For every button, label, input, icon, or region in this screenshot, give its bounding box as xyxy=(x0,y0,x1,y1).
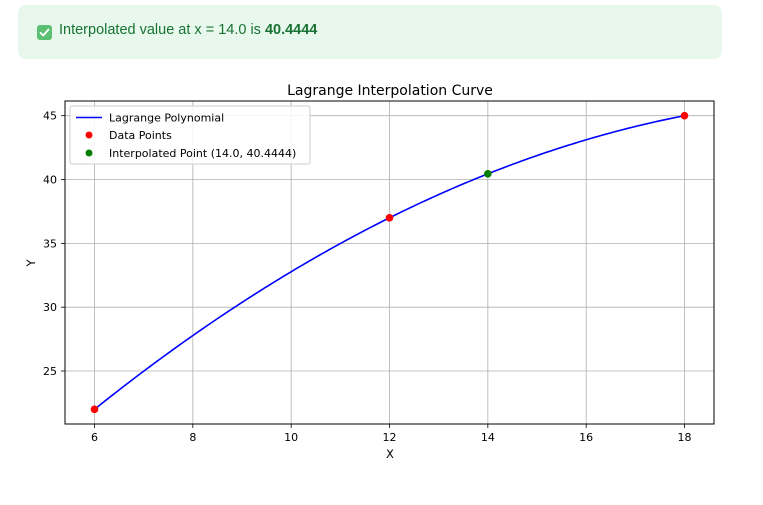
data-point xyxy=(90,405,99,414)
y-axis-label: Y xyxy=(24,259,38,268)
check-square-icon xyxy=(37,25,52,40)
x-axis-ticks: 6 8 10 12 14 16 18 xyxy=(91,424,692,444)
y-tick-label: 45 xyxy=(43,110,57,123)
x-tick-label: 10 xyxy=(284,431,298,444)
alert-message-prefix: Interpolated value at x = 14.0 is xyxy=(59,22,265,38)
y-axis-ticks: 25 30 35 40 45 xyxy=(43,110,65,378)
data-point xyxy=(385,214,394,222)
lagrange-chart: Lagrange Interpolation Curve 6 8 10 12 14 16 1… xyxy=(24,83,715,461)
y-tick-label: 30 xyxy=(43,301,57,314)
legend-box xyxy=(69,105,311,165)
x-axis-label: X xyxy=(386,447,394,461)
legend-label-data-points: Data Points xyxy=(109,129,172,142)
alert-message: Interpolated value at x = 14.0 is 40.444… xyxy=(59,22,317,38)
y-tick-label: 25 xyxy=(43,365,57,378)
data-point xyxy=(680,111,689,120)
legend-label-interpolated: Interpolated Point (14.0, 40.4444) xyxy=(109,147,296,160)
legend-red-swatch xyxy=(85,131,93,139)
legend-green-swatch xyxy=(85,149,93,157)
x-tick-label: 8 xyxy=(189,431,196,444)
x-tick-label: 12 xyxy=(383,431,397,444)
points-group xyxy=(90,111,689,414)
legend-label-polynomial: Lagrange Polynomial xyxy=(109,112,224,125)
x-tick-label: 6 xyxy=(91,431,98,444)
alert-value: 40.4444 xyxy=(264,22,318,38)
x-tick-label: 18 xyxy=(678,431,692,444)
success-alert: Interpolated value at x = 14.0 is 40.444… xyxy=(18,5,722,59)
legend: Lagrange Polynomial Data Points Interpol… xyxy=(69,105,311,165)
interpolated-point xyxy=(484,170,492,178)
y-tick-label: 35 xyxy=(43,237,57,250)
chart-title: Lagrange Interpolation Curve xyxy=(287,83,493,99)
x-tick-label: 14 xyxy=(481,431,495,444)
x-tick-label: 16 xyxy=(579,431,593,444)
y-tick-label: 40 xyxy=(43,174,57,187)
